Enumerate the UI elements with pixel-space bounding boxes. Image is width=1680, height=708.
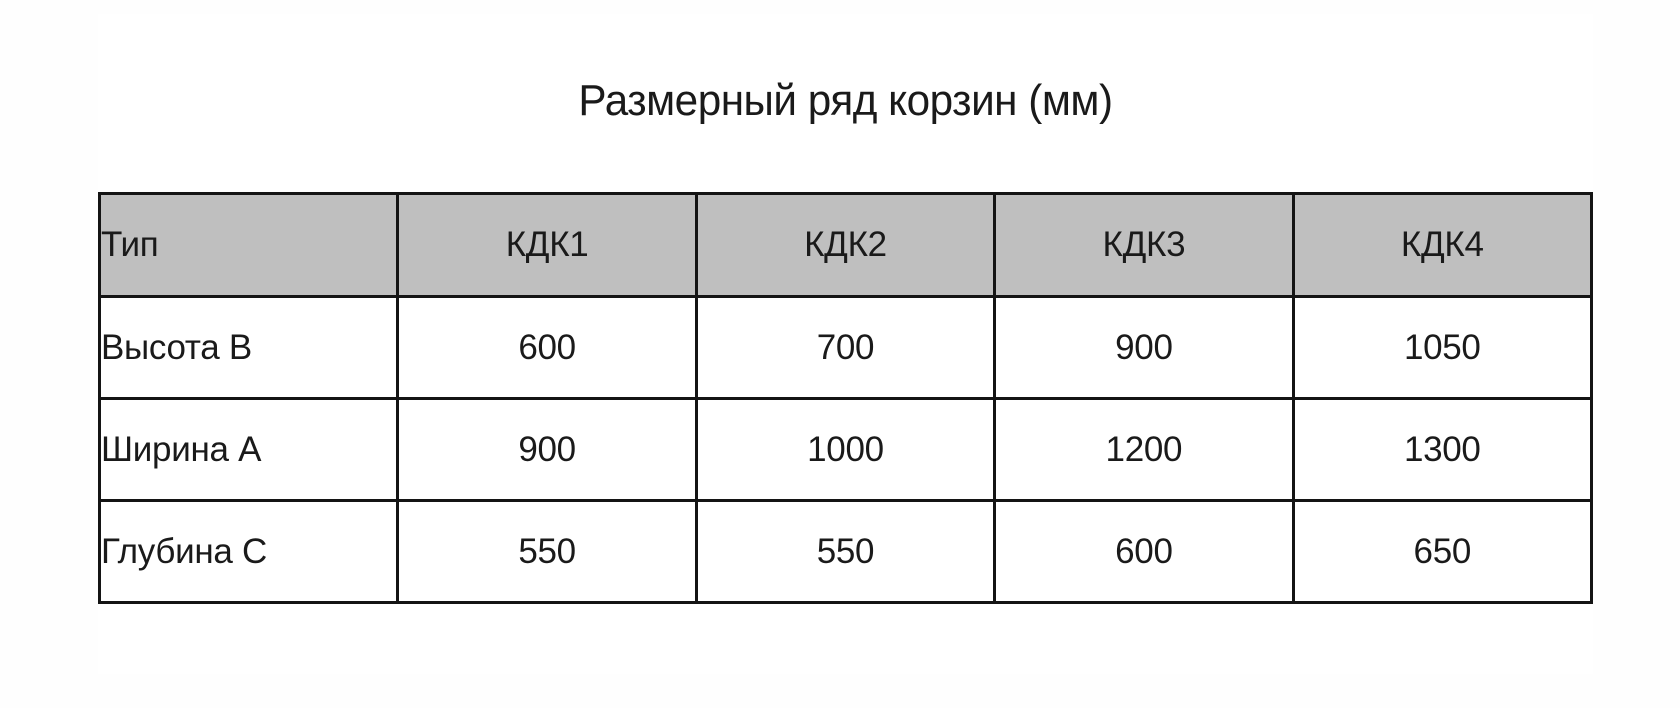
row-label-cell: Глубина C xyxy=(97,499,400,604)
row-label-cell: Высота B xyxy=(97,295,400,400)
row-label-cell: Ширина A xyxy=(97,397,400,502)
value-cell: 700 xyxy=(694,295,997,400)
value-cell: 900 xyxy=(396,397,698,502)
value-cell: 550 xyxy=(694,499,997,604)
value-cell: 600 xyxy=(993,499,1295,604)
header-cell-type: Тип xyxy=(97,192,400,298)
value-cell: 600 xyxy=(396,295,698,400)
header-row: Тип КДК1 КДК2 КДК3 КДК4 xyxy=(97,192,1594,298)
header-cell-kdk2: КДК2 xyxy=(694,192,997,298)
table-body: Высота B 600 700 900 1050 Ширина A 900 1… xyxy=(97,295,1594,604)
value-cell: 1200 xyxy=(993,397,1295,502)
table-header: Тип КДК1 КДК2 КДК3 КДК4 xyxy=(97,192,1594,298)
value-cell: 550 xyxy=(396,499,698,604)
value-cell: 1300 xyxy=(1291,397,1594,502)
header-cell-kdk4: КДК4 xyxy=(1291,192,1594,298)
value-cell: 900 xyxy=(993,295,1295,400)
value-cell: 1000 xyxy=(694,397,997,502)
table-row-width: Ширина A 900 1000 1200 1300 xyxy=(97,397,1594,502)
table-row-depth: Глубина C 550 550 600 650 xyxy=(97,499,1594,604)
page-title: Размерный ряд корзин (мм) xyxy=(578,76,1113,125)
header-cell-kdk1: КДК1 xyxy=(396,192,698,298)
value-cell: 1050 xyxy=(1291,295,1594,400)
value-cell: 650 xyxy=(1291,499,1594,604)
header-cell-kdk3: КДК3 xyxy=(993,192,1295,298)
size-table: Тип КДК1 КДК2 КДК3 КДК4 Высота B 600 700… xyxy=(97,192,1594,604)
table-row-height: Высота B 600 700 900 1050 xyxy=(97,295,1594,400)
